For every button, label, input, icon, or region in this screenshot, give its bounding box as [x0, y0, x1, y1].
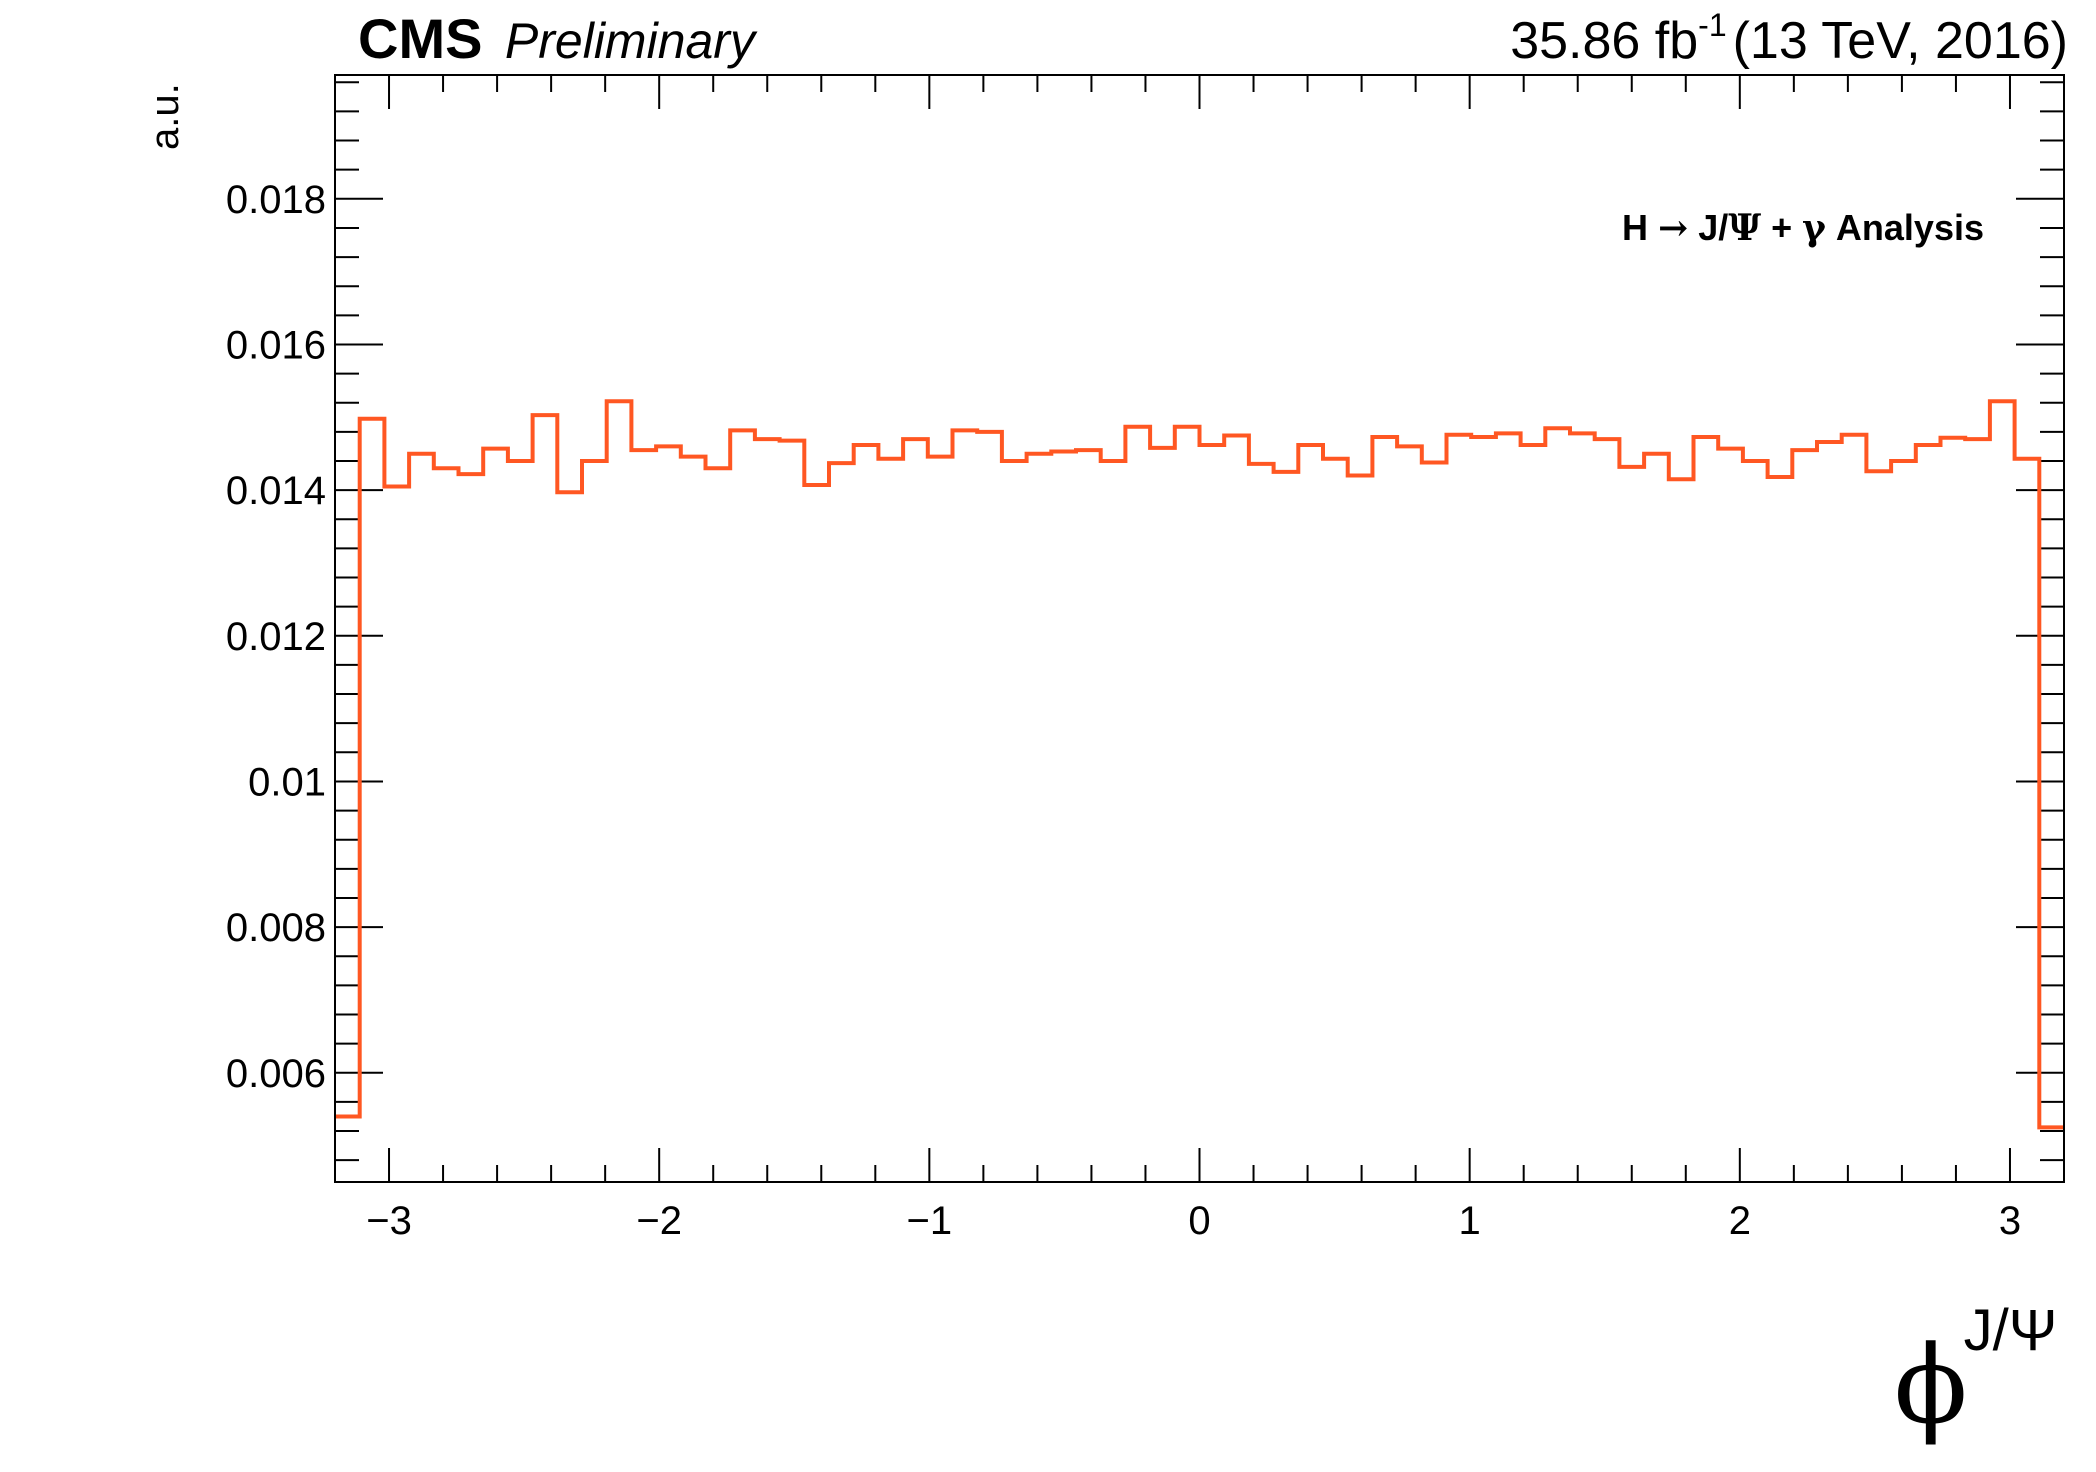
lumi-exponent: -1: [1698, 7, 1726, 43]
x-tick-label: −2: [636, 1199, 682, 1243]
y-tick-label: 0.014: [226, 469, 326, 513]
plot-frame: [334, 74, 2065, 1183]
lumi-header: 35.86 fb-1 (13 TeV, 2016): [1510, 7, 2068, 70]
x-axis-label: ϕJ/Ψ: [1894, 1298, 2057, 1448]
y-axis-label: a.u.: [143, 83, 187, 150]
energy-label: (13 TeV, 2016): [1733, 12, 2068, 70]
x-tick-label: 2: [1729, 1199, 1751, 1243]
analysis-annotation: H → J/Ψ + γ Analysis: [1622, 207, 1984, 249]
x-tick-labels: −3 −2 −1 0 1 2 3: [366, 1199, 2021, 1243]
histogram-series-line: [335, 399, 2064, 1130]
status-label: Preliminary: [505, 13, 758, 69]
y-tick-label: 0.01: [248, 760, 326, 804]
x-tick-label: 1: [1459, 1199, 1481, 1243]
x-tick-label: 0: [1188, 1199, 1210, 1243]
y-tick-label: 0.006: [226, 1052, 326, 1096]
x-axis-label-superscript: J/Ψ: [1964, 1298, 2058, 1363]
x-tick-label: −3: [366, 1199, 412, 1243]
experiment-label: CMS: [358, 7, 482, 70]
y-tick-label: 0.012: [226, 615, 326, 659]
y-tick-label: 0.016: [226, 323, 326, 367]
y-tick-label: 0.018: [226, 178, 326, 222]
y-tick-label: 0.008: [226, 906, 326, 950]
y-tick-labels: 0.006 0.008 0.01 0.012 0.014 0.016 0.018: [226, 178, 326, 1096]
lumi-value: 35.86 fb: [1510, 12, 1698, 70]
x-tick-label: −1: [907, 1199, 953, 1243]
x-axis-label-phi: ϕ: [1894, 1323, 1968, 1448]
cms-header: CMS Preliminary: [358, 7, 758, 70]
x-tick-label: 3: [1999, 1199, 2021, 1243]
